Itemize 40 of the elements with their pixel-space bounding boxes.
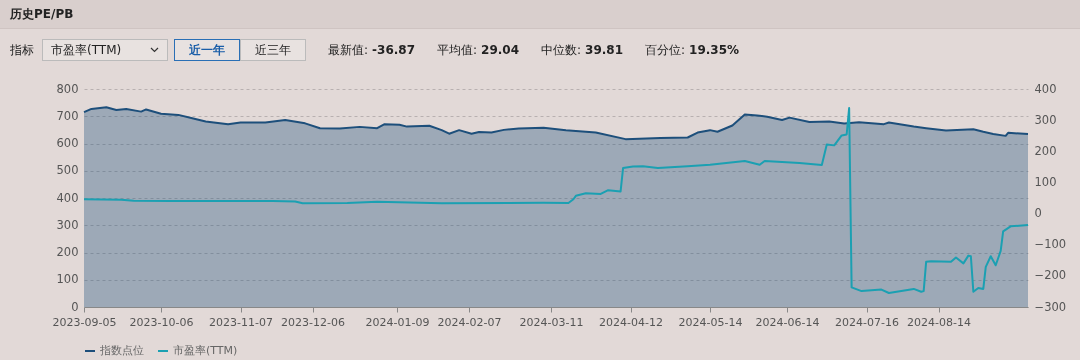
y-tick-label: 500	[56, 163, 79, 178]
x-tick-label: 2024-05-14	[678, 315, 743, 329]
text: 最新值: -36.87	[328, 41, 415, 59]
y-tick-label: 200	[56, 245, 79, 259]
y-tick-label: 600	[56, 136, 79, 150]
x-tick-label: 2024-02-07	[437, 315, 502, 329]
x-tick-label: 2024-06-14	[755, 315, 820, 329]
y2-tick-label: −300	[1034, 299, 1067, 314]
chart-title: 历史PE/PB	[0, 0, 1080, 29]
y-tick-label: 700	[56, 108, 79, 123]
legend-label: 市盈率(TTM)	[173, 344, 238, 357]
x-tick-label: 2023-10-06	[129, 315, 194, 329]
x-tick-label: 2023-11-07	[209, 315, 273, 329]
y2-tick-label: 300	[1034, 112, 1057, 127]
x-tick-label: 2023-12-06	[281, 315, 346, 329]
y2-tick-label: 100	[1034, 174, 1057, 189]
y-tick-label: 400	[56, 190, 79, 205]
y2-tick-label: −100	[1034, 237, 1067, 252]
text: 近一年	[174, 39, 240, 61]
text: 百分位: 19.35%	[645, 41, 740, 59]
y2-tick-label: 0	[1034, 206, 1042, 221]
y2-tick-label: 200	[1034, 143, 1057, 158]
legend-label: 指数点位	[99, 344, 144, 357]
text: 中位数: 39.81	[541, 41, 624, 59]
y-tick-label: 0	[71, 299, 79, 314]
x-tick-label: 2023-09-05	[52, 315, 117, 329]
text: 近三年	[240, 39, 306, 61]
x-tick-label: 2024-08-14	[907, 315, 972, 329]
y-tick-label: 100	[56, 272, 79, 287]
x-tick-label: 2024-07-16	[835, 315, 899, 329]
text: 市盈率(TTM)	[51, 41, 122, 59]
y2-tick-label: 400	[1034, 81, 1057, 96]
x-tick-label: 2024-01-09	[365, 315, 430, 329]
y2-tick-label: −200	[1034, 268, 1067, 283]
x-tick-label: 2024-04-12	[599, 315, 663, 329]
y-tick-label: 800	[56, 81, 79, 96]
y-tick-label: 300	[56, 217, 79, 232]
x-tick-label: 2024-03-11	[519, 315, 584, 329]
text: 平均值: 29.04	[436, 41, 519, 59]
text: 指标	[10, 41, 34, 59]
